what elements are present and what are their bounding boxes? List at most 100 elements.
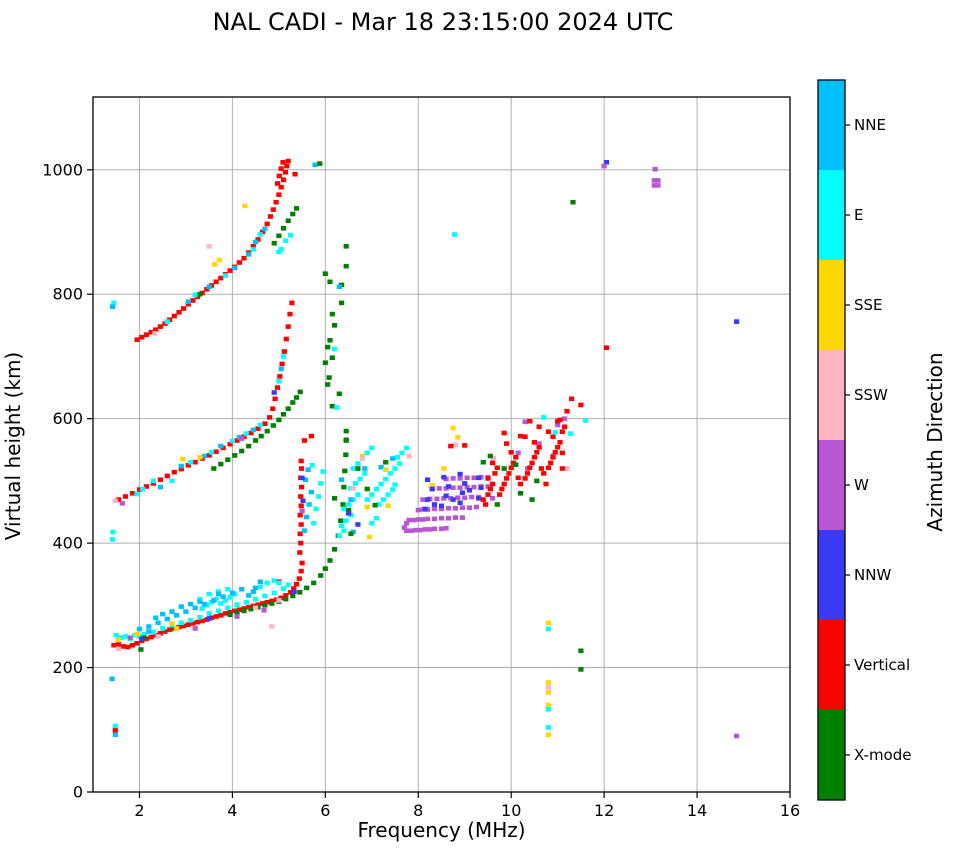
x-tick-label: 4	[227, 801, 237, 820]
echo-point-NNE	[262, 226, 268, 232]
echo-point-E	[313, 506, 319, 512]
echo-point-X-mode	[322, 360, 328, 365]
echo-point-Vertical	[164, 473, 170, 479]
echo-point-SSE	[545, 620, 551, 626]
echo-point-X-mode	[197, 291, 203, 297]
echo-point-X-mode	[293, 206, 300, 211]
echo-point-NNE	[146, 624, 152, 629]
colorbar-band-SSW	[818, 350, 845, 441]
echo-point-NNW	[438, 503, 445, 509]
echo-point-E	[188, 459, 194, 465]
echo-point-W	[652, 166, 658, 172]
echo-point-W	[459, 505, 465, 510]
echo-point-W	[655, 178, 661, 183]
echo-point-E	[222, 273, 228, 278]
echo-point-Vertical	[280, 177, 287, 183]
echo-point-Vertical	[204, 287, 210, 292]
echo-point-Vertical	[298, 494, 304, 499]
echo-point-SSW	[253, 605, 259, 611]
echo-point-Vertical	[227, 609, 233, 615]
echo-point-Vertical	[483, 502, 489, 507]
echo-point-X-mode	[285, 218, 291, 224]
echo-point-W	[431, 506, 438, 512]
echo-point-NNE	[348, 497, 354, 502]
y-tick-label: 600	[52, 409, 83, 428]
echo-point-W	[466, 505, 472, 510]
echo-point-SSE	[216, 257, 222, 263]
echo-point-Vertical	[524, 471, 531, 476]
echo-point-W	[457, 476, 463, 481]
echo-point-X-mode	[343, 437, 349, 443]
echo-point-E	[369, 492, 375, 497]
echo-point-X-mode	[211, 466, 217, 471]
echo-point-W	[555, 422, 561, 428]
echo-point-W	[464, 484, 470, 490]
echo-point-E	[164, 319, 170, 324]
echo-point-E	[346, 502, 352, 507]
echo-point-NNE	[304, 514, 310, 520]
echo-point-Vertical	[213, 614, 219, 619]
echo-point-SSE	[174, 626, 180, 631]
echo-point-SSW	[116, 646, 122, 652]
echo-point-E	[369, 445, 375, 451]
echo-point-Vertical	[504, 441, 510, 446]
x-tick-label: 8	[413, 801, 423, 820]
echo-point-E	[243, 431, 249, 436]
echo-point-E	[271, 578, 277, 583]
echo-point-Vertical	[545, 465, 551, 471]
echo-point-Vertical	[181, 623, 187, 629]
echo-point-Vertical	[536, 424, 542, 430]
echo-point-NNE	[215, 591, 222, 597]
echo-point-Vertical	[297, 512, 303, 518]
echo-point-Vertical	[494, 465, 500, 471]
echo-point-X-mode	[234, 610, 240, 616]
echo-point-X-mode	[372, 502, 378, 508]
echo-point-X-mode	[338, 518, 344, 523]
echo-point-Vertical	[213, 279, 219, 285]
y-tick-label: 800	[52, 285, 83, 304]
echo-point-Vertical	[283, 593, 289, 598]
echo-point-W	[471, 484, 477, 490]
echo-point-NNE	[153, 615, 159, 621]
echo-point-X-mode	[513, 462, 519, 467]
echo-point-NNE	[112, 732, 118, 738]
echo-point-W	[119, 501, 125, 506]
echo-point-W	[734, 733, 740, 739]
echo-point-E	[178, 620, 184, 626]
echo-point-Vertical	[517, 433, 524, 439]
echo-point-NNW	[603, 160, 610, 165]
echo-point-W	[408, 528, 414, 533]
echo-point-NNE	[239, 586, 245, 592]
echo-point-SSW	[452, 442, 458, 448]
echo-point-W	[651, 183, 657, 188]
echo-point-E	[285, 582, 291, 588]
echo-point-SSE	[359, 453, 366, 459]
echo-point-X-mode	[332, 496, 338, 501]
echo-point-W	[425, 516, 431, 522]
echo-point-E	[378, 481, 384, 487]
echo-point-E	[257, 422, 263, 428]
echo-point-E	[373, 515, 379, 521]
echo-point-E	[280, 354, 287, 359]
echo-point-NNW	[476, 496, 482, 501]
echo-point-Vertical	[501, 430, 507, 436]
echo-point-Vertical	[548, 460, 554, 466]
echo-point-NNW	[459, 490, 465, 495]
echo-point-SSW	[545, 685, 551, 690]
echo-point-X-mode	[383, 459, 389, 465]
echo-point-X-mode	[329, 311, 335, 317]
echo-point-SSE	[134, 631, 140, 637]
echo-point-W	[420, 517, 426, 522]
echo-point-Vertical	[529, 460, 535, 466]
echo-point-SSW	[564, 466, 570, 471]
echo-point-E	[225, 605, 231, 611]
echo-point-E	[341, 506, 347, 512]
echo-point-X-mode	[487, 453, 493, 459]
echo-point-E	[383, 476, 389, 482]
echo-point-Vertical	[559, 429, 565, 434]
echo-point-X-mode	[343, 244, 349, 249]
echo-point-W	[452, 515, 458, 520]
echo-point-Vertical	[213, 449, 219, 454]
echo-point-Vertical	[298, 522, 304, 527]
echo-point-Vertical	[250, 244, 256, 249]
